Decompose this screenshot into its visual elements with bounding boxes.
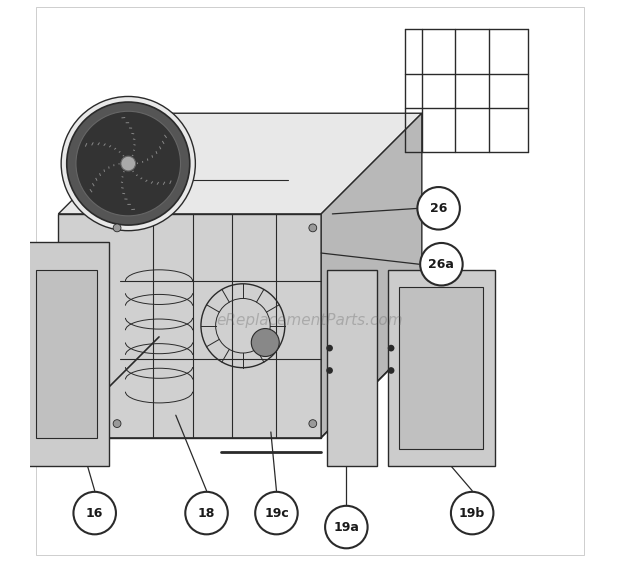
Circle shape (255, 492, 298, 534)
Text: eReplacementParts.com: eReplacementParts.com (216, 312, 404, 328)
Polygon shape (321, 113, 422, 438)
Text: 19c: 19c (264, 506, 289, 520)
Text: 26a: 26a (428, 258, 454, 271)
Polygon shape (58, 113, 422, 214)
Circle shape (73, 492, 116, 534)
Polygon shape (388, 270, 495, 465)
Polygon shape (327, 270, 377, 465)
Circle shape (309, 420, 317, 428)
Circle shape (420, 243, 463, 285)
Text: 16: 16 (86, 506, 104, 520)
Circle shape (113, 420, 121, 428)
Circle shape (451, 492, 494, 534)
Text: 19a: 19a (334, 520, 359, 533)
Circle shape (326, 345, 333, 351)
Circle shape (325, 506, 368, 549)
Wedge shape (61, 97, 195, 230)
Circle shape (185, 492, 228, 534)
Polygon shape (399, 287, 484, 449)
Circle shape (121, 156, 136, 171)
Polygon shape (25, 242, 108, 465)
Circle shape (388, 367, 394, 374)
Circle shape (417, 187, 460, 229)
Polygon shape (36, 270, 97, 438)
Text: 26: 26 (430, 202, 447, 215)
Circle shape (309, 224, 317, 232)
Circle shape (76, 111, 180, 216)
Polygon shape (58, 214, 321, 438)
Text: 19b: 19b (459, 506, 485, 520)
Circle shape (388, 345, 394, 351)
Circle shape (113, 224, 121, 232)
Circle shape (67, 102, 190, 225)
Circle shape (326, 367, 333, 374)
Text: 18: 18 (198, 506, 215, 520)
Circle shape (251, 329, 279, 356)
